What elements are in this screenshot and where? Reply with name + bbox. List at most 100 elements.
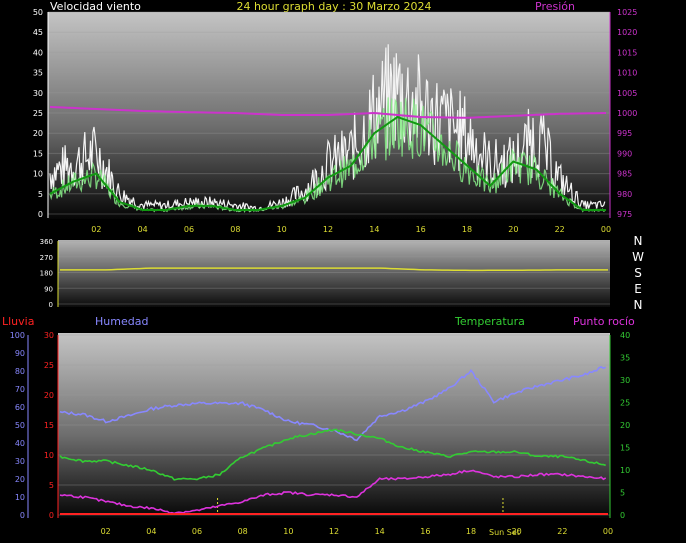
direction-y-tick-label: 90	[44, 285, 53, 293]
temperature-y-tick-label: 0	[620, 511, 625, 520]
temperature-label: Temperatura	[454, 315, 525, 328]
wind-x-tick-label: 18	[462, 225, 472, 234]
wind-x-tick-label: 20	[508, 225, 518, 234]
humidity-y-tick-label: 30	[15, 457, 25, 466]
compass-n-bottom: N	[634, 298, 643, 312]
pressure-y-tick-label: 1025	[617, 8, 637, 17]
wind-y-tick-label: 15	[33, 149, 43, 158]
humidity-y-tick-label: 80	[15, 367, 25, 376]
dewpoint-line	[59, 469, 607, 515]
humidity-y-tick-label: 90	[15, 349, 25, 358]
rain-y-tick-label: 0	[49, 511, 54, 520]
direction-y-tick-label: 180	[40, 270, 53, 278]
humidity-label: Humedad	[95, 315, 148, 328]
sunset-label: Sun Set	[489, 528, 520, 537]
rain-y-tick-label: 10	[44, 451, 54, 460]
rain-y-tick-label: 25	[44, 361, 54, 370]
pressure-line	[49, 105, 607, 119]
wind-y-tick-label: 25	[33, 109, 43, 118]
wind-x-tick-label: 04	[138, 225, 148, 234]
pressure-y-tick-label: 975	[617, 210, 632, 219]
temperature-y-tick-label: 20	[620, 421, 630, 430]
temperature-x-tick-label: 16	[420, 527, 430, 536]
direction-y-tick-label: 270	[40, 254, 53, 262]
wind-y-tick-label: 45	[33, 28, 43, 37]
wind-x-tick-label: 16	[416, 225, 426, 234]
temperature-y-tick-label: 40	[620, 331, 630, 340]
temperature-y-tick-label: 25	[620, 399, 630, 408]
direction-line	[60, 267, 608, 272]
rain-label: Lluvia	[2, 315, 34, 328]
wind-y-tick-label: 35	[33, 69, 43, 78]
compass-e: E	[634, 282, 642, 296]
pressure-label: Presión	[535, 0, 575, 13]
humidity-y-tick-label: 60	[15, 403, 25, 412]
wind-y-tick-label: 30	[33, 89, 43, 98]
wind-speed-label: Velocidad viento	[50, 0, 141, 13]
wind-x-tick-label: 00	[601, 225, 611, 234]
pressure-y-tick-label: 980	[617, 190, 632, 199]
wind-x-tick-label: 06	[184, 225, 194, 234]
temperature-x-tick-label: 14	[375, 527, 385, 536]
wind-y-tick-label: 10	[33, 170, 43, 179]
rain-y-tick-label: 30	[44, 331, 54, 340]
humidity-y-tick-label: 10	[15, 493, 25, 502]
wind-y-tick-label: 0	[38, 210, 43, 219]
wind-y-tick-label: 40	[33, 48, 43, 57]
wind-x-tick-label: 08	[230, 225, 240, 234]
temperature-line	[59, 428, 606, 481]
humidity-y-tick-label: 20	[15, 475, 25, 484]
temperature-x-tick-label: 22	[557, 527, 567, 536]
wind-y-tick-label: 50	[33, 8, 43, 17]
rain-y-tick-label: 20	[44, 391, 54, 400]
temperature-x-tick-label: 06	[192, 527, 202, 536]
pressure-y-tick-label: 1005	[617, 89, 637, 98]
wind-x-tick-label: 12	[323, 225, 333, 234]
temperature-plot-area	[58, 333, 610, 518]
temperature-y-tick-label: 5	[620, 489, 625, 498]
humidity-y-tick-label: 40	[15, 439, 25, 448]
wind-gust-line	[49, 44, 606, 213]
direction-y-tick-label: 360	[40, 238, 53, 246]
temperature-x-tick-label: 02	[101, 527, 111, 536]
temperature-x-tick-label: 10	[283, 527, 293, 536]
pressure-y-tick-label: 1010	[617, 69, 637, 78]
direction-y-tick-label: 0	[49, 301, 53, 309]
temperature-y-tick-label: 30	[620, 376, 630, 385]
humidity-y-tick-label: 0	[20, 511, 25, 520]
temperature-x-tick-label: 20	[512, 527, 522, 536]
wind-x-tick-label: 10	[277, 225, 287, 234]
temperature-y-tick-label: 10	[620, 466, 630, 475]
chart-title: 24 hour graph day : 30 Marzo 2024	[236, 0, 431, 13]
temperature-x-tick-label: 18	[466, 527, 476, 536]
wind-x-tick-label: 02	[91, 225, 101, 234]
direction-plot-area	[58, 240, 610, 307]
pressure-y-tick-label: 1015	[617, 48, 637, 57]
pressure-y-tick-label: 1000	[617, 109, 637, 118]
pressure-y-tick-label: 1020	[617, 28, 637, 37]
dewpoint-label: Punto rocío	[573, 315, 635, 328]
wind-x-tick-label: 14	[369, 225, 379, 234]
compass-n-top: N	[634, 234, 643, 248]
compass-s: S	[634, 266, 642, 280]
rain-y-tick-label: 15	[44, 421, 54, 430]
wind-y-tick-label: 5	[38, 190, 43, 199]
temperature-x-tick-label: 08	[238, 527, 248, 536]
temperature-x-tick-label: 04	[146, 527, 156, 536]
wind-avg-line	[49, 115, 606, 211]
pressure-y-tick-label: 990	[617, 149, 632, 158]
pressure-y-tick-label: 985	[617, 170, 632, 179]
wind-y-tick-label: 20	[33, 129, 43, 138]
compass-w: W	[632, 250, 644, 264]
rain-y-tick-label: 5	[49, 481, 54, 490]
wind-x-tick-label: 22	[555, 225, 565, 234]
temperature-y-tick-label: 35	[620, 354, 630, 363]
humidity-y-tick-label: 70	[15, 385, 25, 394]
temperature-x-tick-label: 12	[329, 527, 339, 536]
humidity-y-tick-label: 100	[10, 331, 25, 340]
temperature-y-tick-label: 15	[620, 444, 630, 453]
humidity-y-tick-label: 50	[15, 421, 25, 430]
pressure-y-tick-label: 995	[617, 129, 632, 138]
temperature-x-tick-label: 00	[603, 527, 613, 536]
